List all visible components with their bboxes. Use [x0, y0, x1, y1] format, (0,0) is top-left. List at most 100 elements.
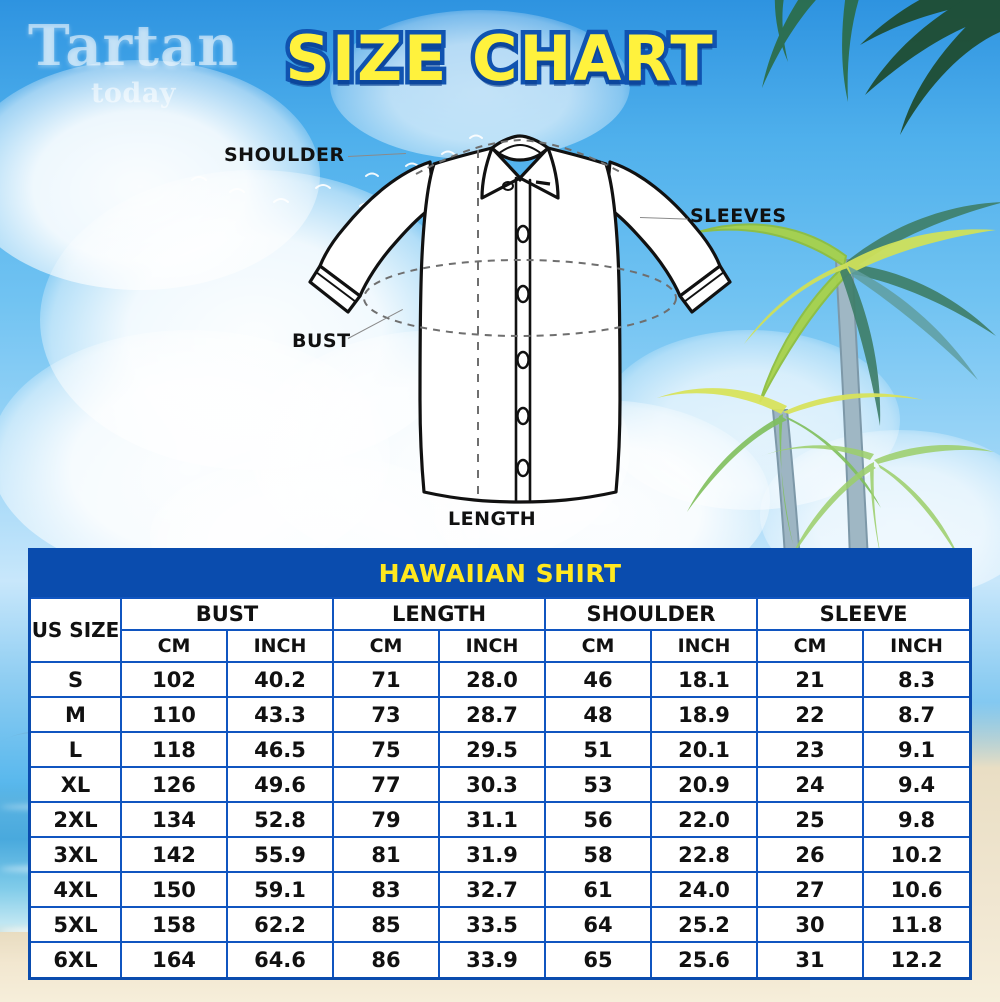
cell-length-inch: 33.9	[438, 941, 546, 977]
column-header-bust-cm: CM	[121, 629, 228, 663]
table-row: 4XL 150 59.1 83 32.7 61 24.0 27 10.6	[31, 871, 970, 908]
cell-sleeve-inch: 8.7	[861, 696, 970, 733]
column-group-sleeve: SLEEVE	[755, 597, 970, 631]
cell-shoulder-inch: 18.9	[650, 696, 758, 733]
cell-length-cm: 73	[332, 696, 440, 733]
cell-shoulder-cm: 65	[544, 941, 652, 977]
cell-shoulder-cm: 64	[544, 906, 652, 943]
column-header-bust-inch: INCH	[226, 629, 334, 663]
cell-sleeve-cm: 21	[756, 661, 864, 698]
cell-length-cm: 86	[332, 941, 440, 977]
table-caption-row: HAWAIIAN SHIRT	[31, 551, 970, 598]
diagram-label-sleeves: SLEEVES	[690, 205, 787, 227]
cell-length-cm: 81	[332, 836, 440, 873]
cell-shoulder-inch: 22.0	[650, 801, 758, 838]
cell-length-cm: 77	[332, 766, 440, 803]
cell-shoulder-inch: 18.1	[650, 661, 758, 698]
table-row: 6XL 164 64.6 86 33.9 65 25.6 31 12.2	[31, 941, 970, 977]
cell-bust-inch: 49.6	[226, 766, 334, 803]
column-header-shoulder-cm: CM	[544, 629, 652, 663]
cell-bust-cm: 150	[120, 871, 228, 908]
table-row: 3XL 142 55.9 81 31.9 58 22.8 26 10.2	[31, 836, 970, 873]
cell-sleeve-inch: 9.8	[861, 801, 970, 838]
cell-sleeve-inch: 9.4	[861, 766, 970, 803]
column-header-us-size: US SIZE	[31, 597, 122, 663]
column-group-shoulder: SHOULDER	[544, 597, 758, 631]
cell-bust-inch: 43.3	[226, 696, 334, 733]
cell-length-inch: 31.9	[438, 836, 546, 873]
diagram-label-length: LENGTH	[448, 508, 537, 530]
cell-length-cm: 75	[332, 731, 440, 768]
cell-sleeve-cm: 25	[756, 801, 864, 838]
column-header-sleeve-inch: INCH	[861, 629, 970, 663]
size-table-container: HAWAIIAN SHIRT US SIZE BUST LENGTH SHOUL…	[28, 548, 972, 980]
cell-size: 5XL	[31, 906, 122, 943]
cell-sleeve-inch: 9.1	[861, 731, 970, 768]
size-chart-table: HAWAIIAN SHIRT US SIZE BUST LENGTH SHOUL…	[31, 551, 970, 977]
cell-bust-cm: 126	[120, 766, 228, 803]
cell-shoulder-cm: 46	[544, 661, 652, 698]
cell-bust-inch: 40.2	[226, 661, 334, 698]
cell-bust-inch: 64.6	[226, 941, 334, 977]
cell-bust-cm: 142	[120, 836, 228, 873]
table-row: L 118 46.5 75 29.5 51 20.1 23 9.1	[31, 731, 970, 768]
table-unit-header-row: CM INCH CM INCH CM INCH CM INCH	[31, 629, 970, 663]
cell-shoulder-inch: 25.6	[650, 941, 758, 977]
column-header-length-inch: INCH	[438, 629, 546, 663]
cell-shoulder-cm: 51	[544, 731, 652, 768]
cell-sleeve-cm: 26	[756, 836, 864, 873]
column-header-length-cm: CM	[332, 629, 440, 663]
cell-sleeve-cm: 23	[756, 731, 864, 768]
cell-bust-inch: 62.2	[226, 906, 334, 943]
shirt-diagram	[220, 120, 820, 540]
cell-shoulder-cm: 58	[544, 836, 652, 873]
column-group-bust: BUST	[120, 597, 334, 631]
cell-length-inch: 30.3	[438, 766, 546, 803]
diagram-label-bust: BUST	[292, 330, 351, 352]
cell-size: 6XL	[31, 941, 122, 977]
cell-bust-inch: 55.9	[226, 836, 334, 873]
cell-sleeve-inch: 10.6	[861, 871, 970, 908]
cell-length-cm: 85	[332, 906, 440, 943]
cell-size: XL	[31, 766, 122, 803]
cell-sleeve-cm: 22	[756, 696, 864, 733]
cell-bust-cm: 158	[120, 906, 228, 943]
cell-size: M	[31, 696, 122, 733]
column-group-length: LENGTH	[332, 597, 546, 631]
hawaiian-shirt-illustration	[308, 134, 732, 504]
cell-shoulder-inch: 22.8	[650, 836, 758, 873]
table-row: 2XL 134 52.8 79 31.1 56 22.0 25 9.8	[31, 801, 970, 838]
cell-sleeve-inch: 10.2	[861, 836, 970, 873]
table-row: 5XL 158 62.2 85 33.5 64 25.2 30 11.8	[31, 906, 970, 943]
cell-length-cm: 79	[332, 801, 440, 838]
cell-bust-cm: 134	[120, 801, 228, 838]
cell-length-inch: 28.0	[438, 661, 546, 698]
cell-sleeve-inch: 8.3	[861, 661, 970, 698]
table-caption: HAWAIIAN SHIRT	[31, 551, 970, 598]
cell-length-inch: 28.7	[438, 696, 546, 733]
cell-size: S	[31, 661, 122, 698]
size-table-body: S 102 40.2 71 28.0 46 18.1 21 8.3 M 110 …	[31, 661, 970, 977]
cell-length-inch: 33.5	[438, 906, 546, 943]
cell-bust-cm: 110	[120, 696, 228, 733]
cell-sleeve-cm: 27	[756, 871, 864, 908]
cell-shoulder-cm: 61	[544, 871, 652, 908]
cell-bust-cm: 102	[120, 661, 228, 698]
cell-size: 2XL	[31, 801, 122, 838]
page-title: SIZE CHART	[281, 18, 717, 100]
table-row: XL 126 49.6 77 30.3 53 20.9 24 9.4	[31, 766, 970, 803]
cell-length-inch: 29.5	[438, 731, 546, 768]
cell-shoulder-inch: 25.2	[650, 906, 758, 943]
cell-bust-inch: 59.1	[226, 871, 334, 908]
cell-sleeve-cm: 30	[756, 906, 864, 943]
column-header-shoulder-inch: INCH	[650, 629, 758, 663]
cell-length-inch: 32.7	[438, 871, 546, 908]
cell-bust-inch: 46.5	[226, 731, 334, 768]
diagram-label-shoulder: SHOULDER	[224, 144, 345, 166]
cell-length-cm: 83	[332, 871, 440, 908]
table-row: S 102 40.2 71 28.0 46 18.1 21 8.3	[31, 661, 970, 698]
cell-bust-cm: 118	[120, 731, 228, 768]
cell-size: 4XL	[31, 871, 122, 908]
column-header-sleeve-cm: CM	[756, 629, 864, 663]
